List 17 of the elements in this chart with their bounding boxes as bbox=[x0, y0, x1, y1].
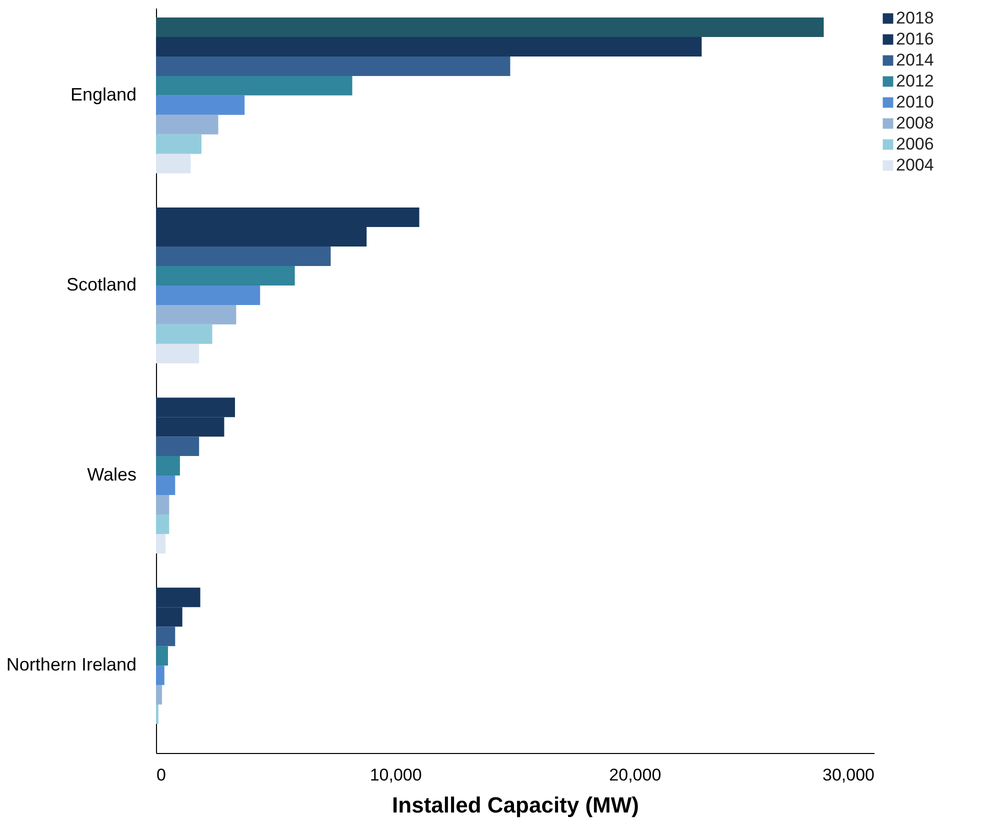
legend-label: 2014 bbox=[896, 50, 934, 70]
legend-label: 2010 bbox=[896, 92, 934, 112]
legend-label: 2012 bbox=[896, 72, 934, 90]
y-tick-label: Wales bbox=[87, 464, 136, 485]
legend-label: 2006 bbox=[896, 134, 934, 154]
x-tick-label: 30,000 bbox=[822, 766, 874, 784]
x-tick-label: 0 bbox=[156, 766, 166, 784]
y-tick-label: Northern Ireland bbox=[6, 654, 136, 675]
legend-label: 2018 bbox=[896, 8, 934, 28]
legend-label: 2008 bbox=[896, 114, 934, 132]
x-axis-title: Installed Capacity (MW) bbox=[392, 792, 639, 818]
y-tick-label: England bbox=[70, 84, 136, 104]
y-tick-label: Scotland bbox=[66, 274, 136, 294]
x-tick-label: 20,000 bbox=[609, 766, 662, 784]
legend-label: 2004 bbox=[896, 156, 934, 174]
legend-label: 2016 bbox=[896, 30, 934, 48]
x-tick-label: 10,000 bbox=[370, 766, 422, 784]
